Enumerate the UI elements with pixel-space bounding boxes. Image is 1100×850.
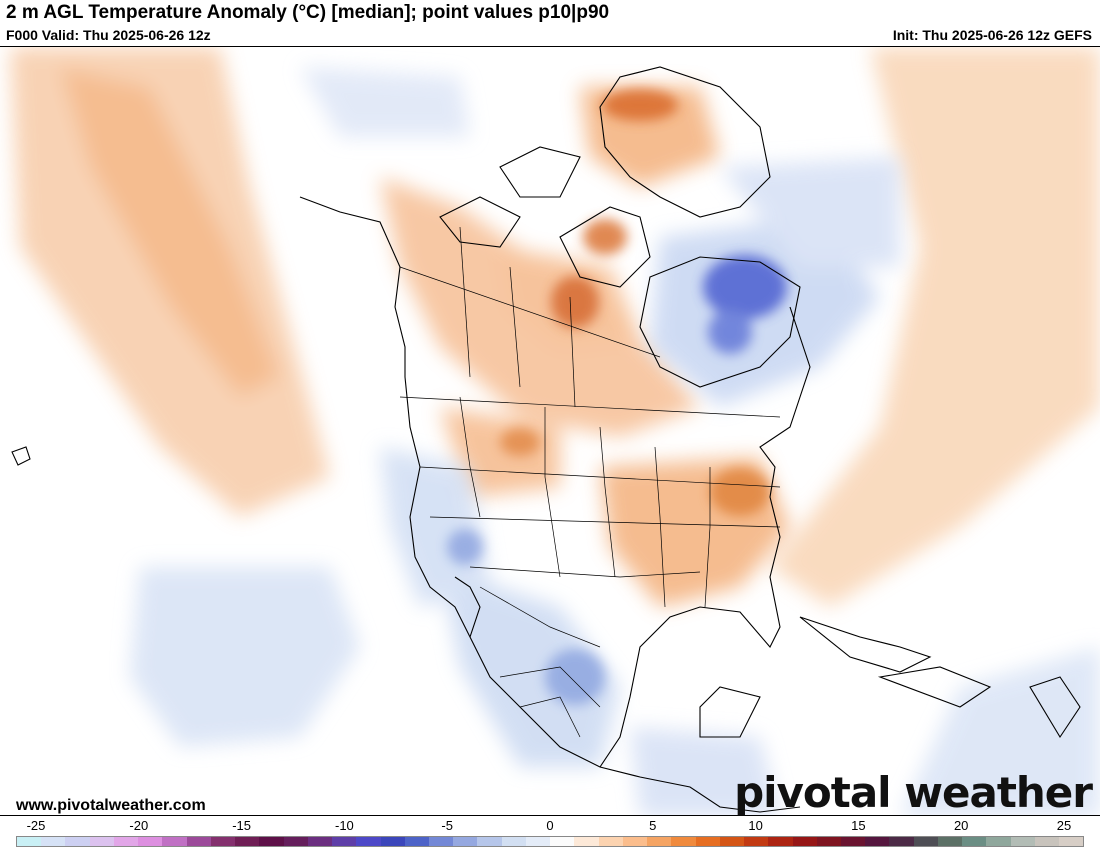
colorbar-swatch xyxy=(1059,837,1084,846)
colorbar-swatch xyxy=(17,837,42,846)
brand-logo: pivotal weather xyxy=(734,768,1093,817)
warm-anomaly-shading xyxy=(10,47,1100,607)
colorbar-swatch xyxy=(840,837,866,846)
colorbar-tick-label: 20 xyxy=(953,818,969,833)
colorbar-tick-label: -20 xyxy=(129,818,149,833)
colorbar-swatch xyxy=(235,837,260,846)
colorbar-swatch xyxy=(816,837,841,846)
map-title: 2 m AGL Temperature Anomaly (°C) [median… xyxy=(6,2,610,23)
colorbar-tick-label: 0 xyxy=(546,818,554,833)
colorbar-swatch xyxy=(283,837,308,846)
colorbar-tick-label: 5 xyxy=(649,818,657,833)
colorbar-tick-label: 10 xyxy=(748,818,763,833)
colorbar-ticks: -25 -20 -15 -10 -5 0 5 10 15 20 25 xyxy=(0,818,1100,834)
colorbar-swatch xyxy=(332,837,357,846)
colorbar-swatch xyxy=(186,837,211,846)
colorbar-swatch xyxy=(1034,837,1060,846)
colorbar-swatch xyxy=(525,837,551,846)
colorbar-swatch xyxy=(162,837,187,846)
colorbar-tick-label: -10 xyxy=(334,818,354,833)
colorbar-swatch xyxy=(428,837,454,846)
colorbar-tick-label: -25 xyxy=(26,818,46,833)
valid-time: F000 Valid: Thu 2025-06-26 12z xyxy=(6,27,211,43)
map-canvas xyxy=(10,47,1100,815)
strong-cool-anomaly xyxy=(447,255,787,705)
colorbar-swatch xyxy=(113,837,139,846)
colorbar-swatch xyxy=(598,837,623,846)
colorbar-swatch xyxy=(719,837,745,846)
colorbar-swatch xyxy=(792,837,817,846)
colorbar xyxy=(16,836,1084,847)
colorbar-swatch xyxy=(913,837,938,846)
colorbar-tick-label: 15 xyxy=(851,818,866,833)
coastlines xyxy=(11,66,1081,813)
colorbar-swatch xyxy=(41,837,66,846)
colorbar-swatch xyxy=(550,837,575,846)
colorbar-swatch xyxy=(453,837,478,846)
colorbar-swatch xyxy=(501,837,526,846)
colorbar-swatch xyxy=(744,837,769,846)
colorbar-swatch xyxy=(574,837,599,846)
website-url[interactable]: www.pivotalweather.com xyxy=(16,797,206,814)
colorbar-swatch xyxy=(1010,837,1035,846)
colorbar-swatch xyxy=(259,837,284,846)
colorbar-tick-label: -5 xyxy=(441,818,453,833)
colorbar-swatch xyxy=(937,837,963,846)
colorbar-tick-label: 25 xyxy=(1056,818,1072,833)
colorbar-swatch xyxy=(986,837,1011,846)
colorbar-swatch xyxy=(89,837,114,846)
colorbar-swatch xyxy=(962,837,987,846)
colorbar-swatch xyxy=(865,837,890,846)
colorbar-swatch xyxy=(356,837,381,846)
colorbar-swatch xyxy=(404,837,429,846)
colorbar-swatch xyxy=(138,837,163,846)
colorbar-swatch xyxy=(380,837,405,846)
colorbar-tick-label: -15 xyxy=(232,818,251,833)
colorbar-swatch xyxy=(477,837,502,846)
colorbar-swatch xyxy=(622,837,648,846)
colorbar-swatch xyxy=(647,837,672,846)
colorbar-swatch xyxy=(768,837,793,846)
anomaly-map xyxy=(0,46,1100,816)
colorbar-swatch xyxy=(889,837,914,846)
state-province-borders xyxy=(399,226,781,738)
colorbar-swatch xyxy=(671,837,696,846)
strong-warm-anomaly xyxy=(500,89,770,516)
colorbar-swatch xyxy=(65,837,90,846)
colorbar-swatch xyxy=(210,837,236,846)
colorbar-swatch xyxy=(307,837,333,846)
init-time: Init: Thu 2025-06-26 12z GEFS xyxy=(892,27,1092,43)
colorbar-swatch xyxy=(695,837,720,846)
